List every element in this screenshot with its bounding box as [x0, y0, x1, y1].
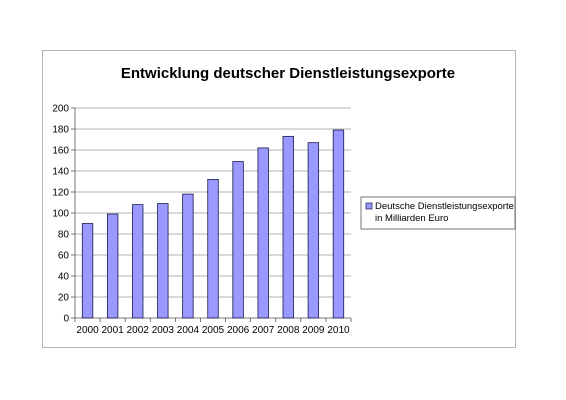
y-tick-label: 40	[58, 272, 70, 283]
x-tick-label: 2010	[327, 325, 350, 336]
x-tick-label: 2002	[127, 325, 150, 336]
y-tick-label: 100	[52, 209, 69, 220]
x-tick-label: 2000	[76, 325, 99, 336]
y-tick-label: 200	[52, 104, 69, 115]
legend-box	[360, 196, 516, 230]
bar	[282, 135, 294, 319]
bar	[232, 161, 244, 319]
x-tick-label: 2009	[302, 325, 325, 336]
x-tick-label: 2005	[202, 325, 225, 336]
legend-label: in Milliarden Euro	[375, 213, 448, 224]
bar	[132, 204, 144, 319]
chart-title: Entwicklung deutscher Dienstleistungsexp…	[121, 65, 455, 82]
y-tick-label: 140	[52, 167, 69, 178]
x-tick-label: 2008	[277, 325, 300, 336]
y-tick-label: 180	[52, 125, 69, 136]
x-tick-label: 2007	[252, 325, 275, 336]
x-tick-label: 2006	[227, 325, 250, 336]
y-tick-label: 160	[52, 146, 69, 157]
x-tick-label: 2004	[177, 325, 200, 336]
chart-area: Entwicklung deutscher Dienstleistungsexp…	[42, 50, 516, 348]
bar	[182, 193, 194, 319]
y-tick-label: 20	[58, 293, 70, 304]
x-tick-label: 2003	[152, 325, 175, 336]
bar	[157, 203, 169, 319]
bar	[332, 129, 345, 319]
bar-chart: Entwicklung deutscher Dienstleistungsexp…	[52, 65, 516, 336]
bar	[307, 142, 320, 319]
bar	[257, 147, 269, 319]
y-tick-label: 0	[63, 314, 69, 325]
bar	[81, 223, 94, 319]
bar	[207, 178, 219, 319]
legend-swatch	[365, 202, 373, 210]
y-tick-label: 80	[58, 230, 70, 241]
legend-label: Deutsche Dienstleistungsexporte	[375, 201, 514, 212]
y-tick-label: 120	[52, 188, 69, 199]
x-tick-label: 2001	[102, 325, 125, 336]
y-tick-label: 60	[58, 251, 70, 262]
bar	[106, 213, 119, 319]
